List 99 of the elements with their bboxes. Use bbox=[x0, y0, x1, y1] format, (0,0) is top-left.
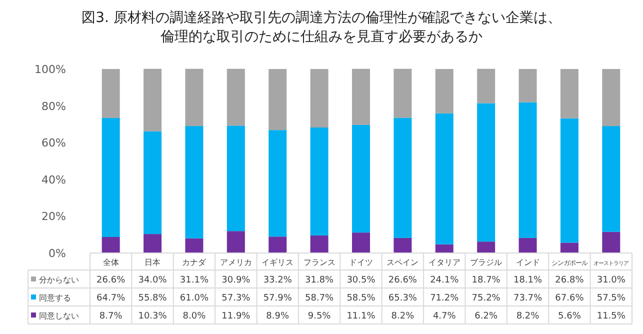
y-tick-label: 80% bbox=[42, 100, 66, 113]
data-label: 26.6% bbox=[96, 276, 126, 286]
y-tick-label: 0% bbox=[48, 247, 66, 260]
data-label: 30.5% bbox=[346, 276, 376, 286]
x-tick-label: イギリス bbox=[262, 258, 294, 267]
data-label: 24.1% bbox=[430, 276, 460, 286]
data-label: 11.1% bbox=[346, 312, 376, 322]
data-label: 31.0% bbox=[596, 276, 626, 286]
bar bbox=[268, 236, 287, 253]
chart-title: 図3. 原材料の調達経路や取引先の調達方法の倫理性が確認できない企業は、倫理的な取引のために仕組みを見直す必要があるか bbox=[82, 10, 562, 45]
data-label: 5.6% bbox=[558, 312, 582, 322]
legend-label: 分からない bbox=[39, 276, 79, 284]
x-tick-label: インド bbox=[516, 258, 540, 267]
data-label: 73.7% bbox=[513, 294, 543, 304]
x-tick-label: ドイツ bbox=[349, 258, 373, 267]
x-tick-label: ブラジル bbox=[470, 258, 502, 267]
bar bbox=[518, 102, 537, 238]
data-label: 64.7% bbox=[96, 294, 126, 304]
y-tick-label: 20% bbox=[42, 210, 66, 224]
x-tick-label: アメリカ bbox=[220, 258, 252, 267]
bar bbox=[560, 242, 578, 253]
data-label: 67.6% bbox=[555, 294, 584, 304]
bar bbox=[144, 68, 162, 132]
bar bbox=[226, 231, 245, 253]
data-label: 9.5% bbox=[308, 312, 332, 322]
x-tick-label: イタリア bbox=[428, 258, 460, 267]
bar bbox=[602, 232, 620, 253]
bar bbox=[268, 69, 287, 130]
bar bbox=[477, 103, 496, 242]
x-tick-label: カナダ bbox=[182, 258, 208, 267]
y-tick-label: 100% bbox=[34, 63, 66, 76]
bar bbox=[602, 69, 620, 126]
bar bbox=[602, 126, 620, 232]
bar bbox=[352, 68, 370, 125]
x-tick-label: 日本 bbox=[144, 258, 161, 267]
data-label: 11.9% bbox=[222, 312, 251, 322]
y-tick-label: 60% bbox=[42, 136, 66, 150]
bar bbox=[477, 68, 496, 104]
data-label: 34.0% bbox=[138, 276, 168, 286]
bar bbox=[102, 236, 120, 253]
data-label: 8.9% bbox=[266, 312, 290, 322]
bar bbox=[560, 118, 578, 243]
data-label: 55.8% bbox=[138, 294, 168, 304]
data-label: 71.2% bbox=[430, 294, 460, 304]
data-label: 6.2% bbox=[474, 312, 498, 322]
data-label: 58.5% bbox=[346, 294, 376, 304]
bar bbox=[102, 118, 120, 237]
data-label: 57.3% bbox=[222, 294, 251, 304]
bar bbox=[185, 238, 204, 253]
bar bbox=[310, 69, 328, 128]
bar bbox=[394, 238, 412, 253]
y-tick-label: 40% bbox=[42, 173, 66, 186]
bar bbox=[310, 128, 328, 236]
data-label: 8.2% bbox=[516, 312, 540, 322]
x-tick-label: スペイン bbox=[386, 258, 419, 267]
data-label: 8.7% bbox=[99, 312, 123, 322]
bar bbox=[352, 124, 370, 233]
data-label: 57.9% bbox=[263, 294, 292, 304]
bar bbox=[435, 69, 454, 114]
bar bbox=[435, 113, 454, 244]
bar bbox=[394, 68, 412, 118]
data-label: 4.7% bbox=[432, 312, 456, 322]
bar bbox=[394, 118, 412, 238]
data-label: 61.0% bbox=[180, 294, 209, 304]
bar bbox=[477, 242, 496, 253]
bar bbox=[102, 69, 120, 118]
data-label: 58.7% bbox=[305, 294, 334, 304]
bar bbox=[435, 244, 454, 253]
legend-label: 同意しない bbox=[39, 312, 79, 320]
data-label: 30.9% bbox=[222, 276, 251, 286]
bar bbox=[226, 126, 245, 232]
data-label: 31.1% bbox=[180, 276, 209, 286]
bar bbox=[144, 234, 162, 253]
data-label: 10.3% bbox=[138, 312, 168, 322]
data-label: 18.1% bbox=[513, 276, 543, 286]
bar bbox=[518, 69, 537, 102]
bar bbox=[352, 232, 370, 253]
bar bbox=[144, 131, 162, 234]
data-label: 75.2% bbox=[472, 294, 501, 304]
data-label: 65.3% bbox=[388, 294, 418, 304]
data-label: 8.2% bbox=[391, 312, 415, 322]
data-label: 11.5% bbox=[596, 312, 626, 322]
bar bbox=[560, 69, 578, 118]
x-tick-label: 全体 bbox=[102, 258, 119, 267]
data-label: 26.8% bbox=[555, 276, 584, 286]
legend-label: 同意する bbox=[39, 294, 71, 302]
data-label: 33.2% bbox=[263, 276, 292, 286]
x-tick-label: フランス bbox=[303, 258, 336, 267]
bar bbox=[518, 238, 537, 253]
data-label: 31.8% bbox=[305, 276, 334, 286]
data-label: 57.5% bbox=[596, 294, 626, 304]
bar bbox=[268, 130, 287, 237]
data-label: 8.0% bbox=[182, 312, 206, 322]
data-label: 26.6% bbox=[388, 276, 418, 286]
bar bbox=[310, 236, 328, 253]
bar bbox=[185, 68, 204, 126]
bar bbox=[185, 126, 204, 238]
data-label: 18.7% bbox=[472, 276, 501, 286]
bar bbox=[226, 68, 245, 126]
